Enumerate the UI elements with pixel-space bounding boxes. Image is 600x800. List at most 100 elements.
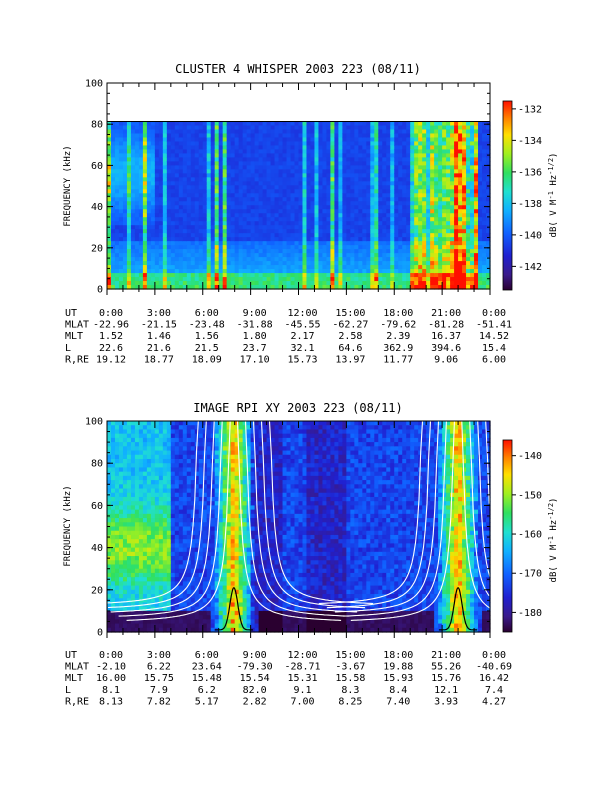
spectrogram-cell xyxy=(450,153,455,158)
spectrogram-cell xyxy=(162,165,168,170)
spectrogram-cell xyxy=(370,233,375,238)
spectrogram-cell xyxy=(386,173,391,178)
spectrogram-cell xyxy=(190,125,196,131)
spectrogram-cell xyxy=(334,285,339,290)
spectrogram-cell xyxy=(462,189,467,194)
spectrogram-cell xyxy=(110,518,116,523)
spectrogram-cell xyxy=(142,454,148,460)
spectrogram-cell xyxy=(222,173,228,178)
spectrogram-cell xyxy=(478,205,483,210)
spectrogram-cell xyxy=(430,133,435,139)
spectrogram-cell xyxy=(138,454,144,460)
spectrogram-cell xyxy=(226,129,232,135)
spectrogram-cell xyxy=(342,129,347,135)
spectrogram-cell xyxy=(342,165,347,170)
spectrogram-cell xyxy=(450,277,455,282)
spectrogram-cell xyxy=(402,181,407,186)
ephemeris-row-label: R,RE xyxy=(65,354,89,365)
spectrogram-cell xyxy=(154,505,160,511)
spectrogram-cell xyxy=(474,137,479,143)
spectrogram-cell xyxy=(306,281,312,286)
spectrogram-cell xyxy=(426,281,431,286)
spectrogram-cell xyxy=(482,125,487,131)
spectrogram-cell xyxy=(234,165,240,170)
spectrogram-cell xyxy=(278,233,284,238)
spectrogram-cell xyxy=(150,556,156,561)
spectrogram-cell xyxy=(138,463,144,469)
spectrogram-cell xyxy=(306,221,312,226)
spectrogram-cell xyxy=(450,225,455,230)
spectrogram-cell xyxy=(118,488,124,494)
spectrogram-cell xyxy=(190,169,196,174)
spectrogram-cell xyxy=(418,253,423,258)
spectrogram-cell xyxy=(158,181,164,186)
spectrogram-cell xyxy=(158,129,164,135)
spectrogram-cell xyxy=(442,125,447,131)
spectrogram-cell xyxy=(150,560,156,566)
spectrogram-cell xyxy=(242,125,248,131)
spectrogram-cell xyxy=(242,277,248,282)
spectrogram-cell xyxy=(162,513,168,519)
spectrogram-cell xyxy=(158,572,164,578)
spectrogram-cell xyxy=(434,125,439,131)
spectrogram-cell xyxy=(330,277,336,282)
spectrogram-cell xyxy=(122,145,128,151)
spectrogram-cell xyxy=(226,153,232,158)
spectrogram-cell xyxy=(298,197,304,202)
spectrogram-cell xyxy=(286,217,292,222)
spectrogram-cell xyxy=(310,209,316,214)
spectrogram-cell xyxy=(474,273,479,278)
spectrogram-cell xyxy=(362,173,367,178)
spectrogram-cell xyxy=(266,225,272,230)
spectrogram-cell xyxy=(294,205,300,210)
spectrogram-cell xyxy=(414,129,419,135)
spectrogram-cell xyxy=(114,501,120,506)
spectrogram-cell xyxy=(242,189,248,194)
spectrogram-cell xyxy=(246,233,252,238)
spectrogram-cell xyxy=(246,185,252,190)
spectrogram-cell xyxy=(426,141,431,147)
spectrogram-cell xyxy=(230,181,236,186)
spectrogram-cell xyxy=(322,273,328,278)
spectrogram-cell xyxy=(150,149,156,155)
spectrogram-cell xyxy=(118,556,124,561)
spectrogram-cell xyxy=(294,137,300,143)
spectrogram-cell xyxy=(366,277,371,282)
spectrogram-cell xyxy=(326,169,332,174)
spectrogram-cell xyxy=(282,145,288,151)
spectrogram-cell xyxy=(434,173,439,178)
spectrogram-cell xyxy=(134,277,140,282)
spectrogram-cell xyxy=(310,253,316,258)
spectrogram-cell xyxy=(346,177,351,182)
spectrogram-cell xyxy=(107,518,112,523)
spectrogram-cell xyxy=(182,249,188,254)
spectrogram-cell xyxy=(450,173,455,178)
spectrogram-cell xyxy=(322,153,328,158)
spectrogram-cell xyxy=(162,153,168,158)
spectrogram-cell xyxy=(146,526,152,532)
spectrogram-cell xyxy=(322,257,328,262)
spectrogram-cell xyxy=(118,181,124,186)
spectrogram-cell xyxy=(458,241,463,246)
spectrogram-cell xyxy=(458,177,463,182)
spectrogram-cell xyxy=(426,277,431,282)
spectrogram-cell xyxy=(126,121,132,127)
spectrogram-cell xyxy=(142,237,148,242)
spectrogram-cell xyxy=(430,157,435,162)
spectrogram-cell xyxy=(126,133,132,139)
spectrogram-cell xyxy=(422,237,427,242)
spectrogram-cell xyxy=(282,161,288,166)
spectrogram-cell xyxy=(462,281,467,286)
spectrogram-cell xyxy=(198,185,204,190)
spectrogram-cell xyxy=(322,125,328,131)
spectrogram-cell xyxy=(186,137,192,143)
spectrogram-cell xyxy=(134,429,140,435)
spectrogram-cell xyxy=(162,530,168,536)
spectrogram-cell xyxy=(350,153,355,158)
spectrogram-cell xyxy=(218,249,224,254)
spectrogram-cell xyxy=(122,245,128,250)
spectrogram-cell xyxy=(286,149,292,155)
spectrogram-cell xyxy=(182,169,188,174)
spectrogram-cell xyxy=(418,149,423,155)
spectrogram-cell xyxy=(246,145,252,151)
